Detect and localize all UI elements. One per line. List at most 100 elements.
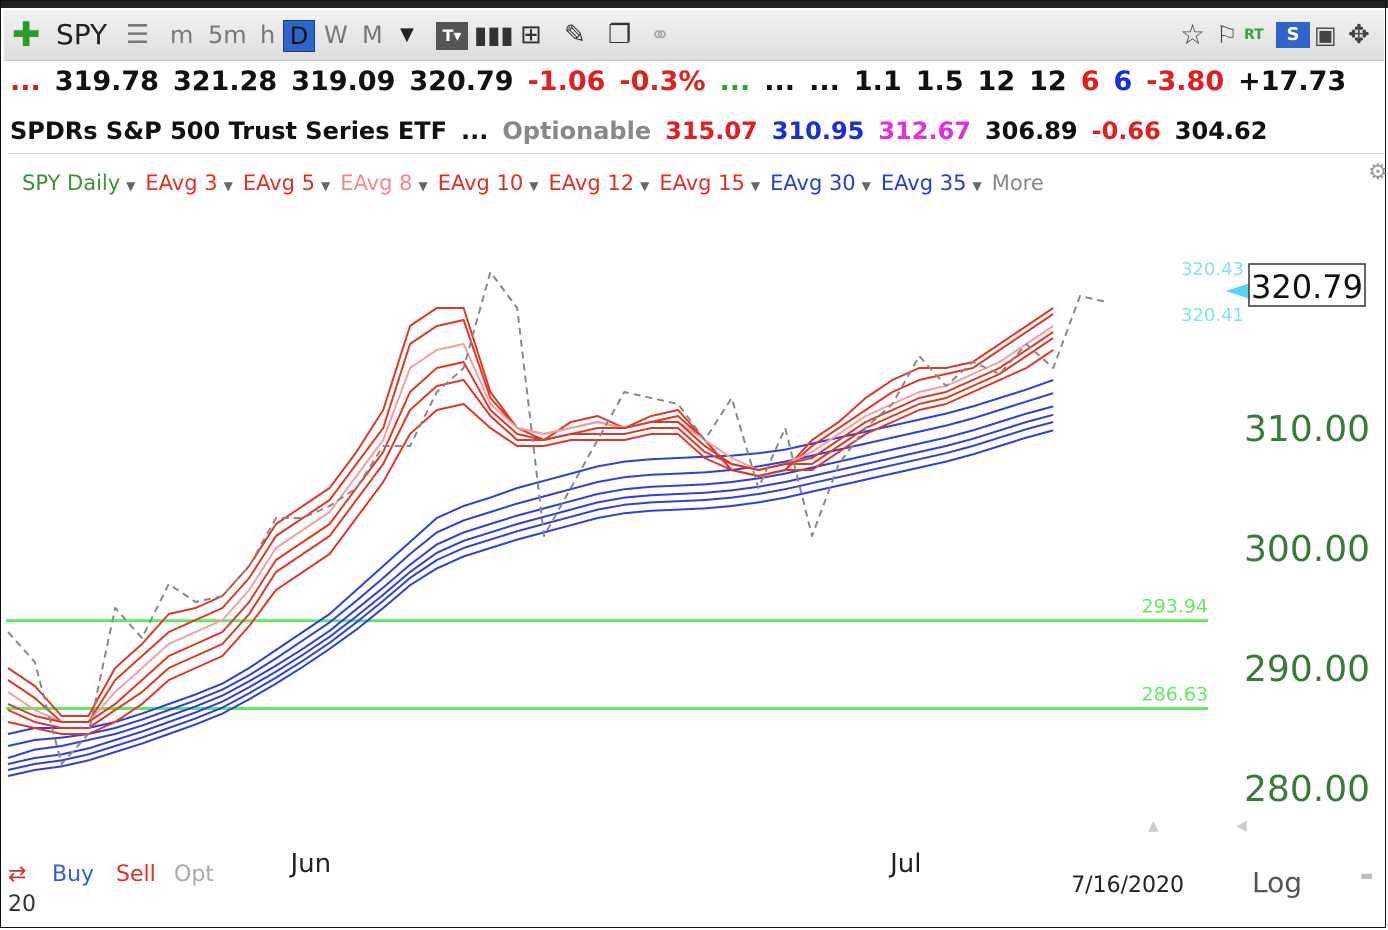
quote-detail-0: SPDRs S&P 500 Trust Series ETF [10,117,448,145]
ema-line-blue [7,392,1054,747]
legend-label: SPY Daily [22,171,121,195]
quote-value-17: +17.73 [1238,66,1347,97]
buy-button[interactable]: Buy [52,862,95,887]
legend-dropdown-icon[interactable]: ▼ [861,179,871,193]
quote-value-1: 319.78 [54,66,159,97]
chart-type-icon[interactable]: T▾ [436,22,468,50]
opt-button[interactable]: Opt [174,862,214,887]
interval-dropdown-icon[interactable]: ▼ [400,24,414,45]
interval-w[interactable]: W [324,21,348,49]
interval-m[interactable]: m [170,21,194,49]
settings-icon[interactable]: ⚙ [1368,160,1388,185]
ema-line-blue [7,421,1054,771]
quote-value-15: 6 [1113,66,1133,97]
sv-icon[interactable]: S [1276,22,1310,48]
legend-dropdown-icon[interactable]: ▼ [750,179,761,193]
link-icon[interactable]: ⚭ [650,21,671,49]
legend-item[interactable]: EAvg 15 ▼ [659,166,760,203]
move-icon[interactable]: ✥ [1348,20,1370,50]
quote-value-11: 1.5 [915,66,964,97]
year-label: 20 [8,892,36,917]
interval-5m[interactable]: 5m [208,21,247,49]
legend-item[interactable]: SPY Daily ▼ [22,166,135,203]
close-price-line [7,271,1108,765]
quote-value-13: 12 [1029,66,1067,97]
quote-detail-4: 310.95 [771,117,865,145]
window-top-border [0,0,1388,8]
ema-line-red [7,325,1054,723]
rt-icon[interactable]: RT [1244,27,1264,43]
last-price-box [1248,263,1366,307]
trade-icon[interactable]: ⇄ [8,862,27,887]
legend-label: EAvg 3 [145,171,218,195]
header-divider [8,153,1384,154]
last-price-value: 320.79 [1251,268,1363,306]
quote-detail-6: 306.89 [984,117,1078,145]
legend-dropdown-icon[interactable]: ▼ [321,179,331,193]
interval-m-monthly[interactable]: M [362,21,383,49]
quote-value-14: 6 [1080,66,1100,97]
note-icon[interactable]: ❐ [608,20,632,50]
sell-button[interactable]: Sell [116,862,156,887]
interval-daily-selected[interactable]: D [283,20,315,52]
list-icon[interactable]: ☰ [126,20,150,50]
quote-value-10: 1.1 [853,66,902,97]
last-price-pointer [1226,283,1250,299]
quote-value-8: ... [764,66,796,97]
quote-value-0: ... [10,66,41,97]
legend-item[interactable]: EAvg 8 ▼ [340,166,427,203]
legend-label: EAvg 35 [880,171,967,195]
quote-value-2: 321.28 [172,66,278,97]
quote-value-16: -3.80 [1146,66,1225,97]
add-symbol-icon[interactable]: ✚ [12,15,41,55]
legend-label: EAvg 10 [437,171,524,195]
legend-dropdown-icon[interactable]: ▼ [972,179,982,193]
table-add-icon[interactable]: ⊞ [520,20,542,50]
ema-line-red [7,349,1054,735]
legend-item[interactable]: More [992,166,1044,200]
cyan-price-label: 320.41 [1181,305,1244,326]
legend-item[interactable]: EAvg 35 ▼ [881,166,982,203]
star-icon[interactable]: ☆ [1180,18,1206,51]
legend-dropdown-icon[interactable]: ▼ [529,179,539,193]
legend-item[interactable]: EAvg 10 ▼ [438,166,539,203]
quote-row-details: SPDRs S&P 500 Trust Series ETF... Optiona… [10,112,1281,150]
scroll-left-icon[interactable]: ◀ [1236,818,1247,834]
date-label: 7/16/2020 [1071,873,1184,898]
level-label: 293.94 [1142,596,1208,618]
window-icon[interactable]: ▣ [1314,21,1337,49]
ema-line-blue [7,413,1054,765]
legend-dropdown-icon[interactable]: ▼ [640,179,650,193]
y-tick-label: 310.00 [1244,409,1370,450]
legend-dropdown-icon[interactable]: ▼ [126,179,136,193]
legend-label: EAvg 30 [770,171,856,195]
quote-value-6: -0.3% [619,66,706,97]
legend-item[interactable]: EAvg 5 ▼ [243,166,330,203]
legend-label: EAvg 8 [340,171,413,195]
quote-value-12: 12 [977,66,1016,97]
chart-toolbar: ✚ SPY ☰ m 5m h D W M ▼ T▾ ▮▮▮ ⊞ ✎ ❐ ⚭ ☆ … [4,10,1384,61]
interval-h[interactable]: h [260,21,276,49]
quote-detail-7: -0.66 [1091,117,1161,145]
legend-dropdown-icon[interactable]: ▼ [223,179,233,193]
x-tick-label: Jun [289,849,332,879]
pencil-icon[interactable]: ✎ [564,20,586,50]
legend-item[interactable]: EAvg 30 ▼ [770,166,871,203]
scroll-up-icon[interactable]: ▲ [1148,818,1159,834]
flag-icon[interactable]: ⚐ [1216,21,1238,49]
ema-line-blue [7,405,1054,759]
ema-line-red [7,337,1054,729]
y-tick-label: 280.00 [1244,769,1370,810]
ema-line-red [7,331,1054,723]
log-scale-toggle[interactable]: Log [1252,866,1303,899]
legend-dropdown-icon[interactable]: ▼ [418,179,428,193]
collapse-icon[interactable]: ▬ [1360,868,1374,884]
bar-chart-icon[interactable]: ▮▮▮ [474,21,514,49]
symbol-label[interactable]: SPY [56,18,108,51]
indicator-legend: SPY Daily ▼ EAvg 3 ▼ EAvg 5 ▼ EAvg 8 ▼ EAvg 10 ▼ E… [22,166,1054,200]
legend-item[interactable]: EAvg 12 ▼ [549,166,650,203]
legend-item[interactable]: EAvg 3 ▼ [145,166,232,203]
legend-label: EAvg 5 [242,171,316,195]
